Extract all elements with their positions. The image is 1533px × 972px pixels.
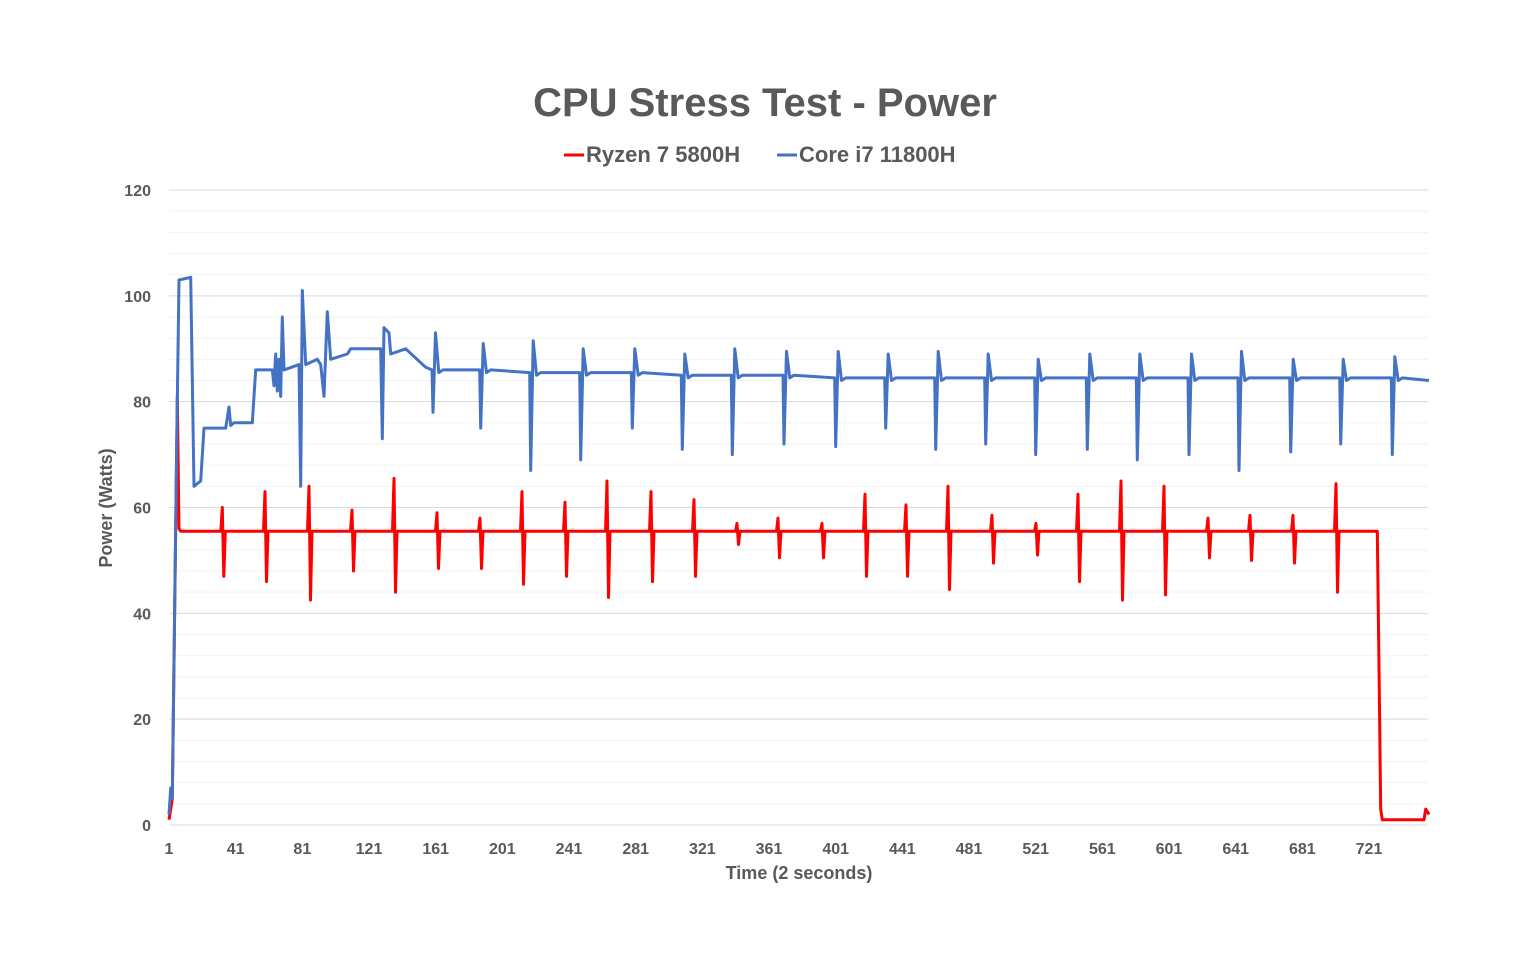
legend-label-ryzen: Ryzen 7 5800H	[586, 142, 740, 167]
x-tick-label: 441	[889, 841, 916, 858]
x-tick-label: 641	[1222, 841, 1249, 858]
y-tick-label: 120	[124, 183, 151, 200]
x-tick-label: 41	[227, 841, 245, 858]
legend: Ryzen 7 5800H Core i7 11800H	[564, 142, 956, 167]
legend-label-core-i7: Core i7 11800H	[799, 142, 956, 167]
x-tick-label: 241	[556, 841, 583, 858]
x-tick-label: 361	[756, 841, 783, 858]
y-tick-label: 20	[133, 712, 151, 729]
x-tick-label: 81	[293, 841, 311, 858]
series-line-core-i7-11800h	[167, 275, 1430, 815]
x-tick-label: 561	[1089, 841, 1116, 858]
x-tick-label: 201	[489, 841, 516, 858]
y-axis-ticks: 0 20 40 60 80 100 120	[124, 183, 151, 835]
x-tick-label: 281	[622, 841, 649, 858]
chart-title: CPU Stress Test - Power	[533, 81, 997, 125]
x-axis-label: Time (2 seconds)	[726, 863, 873, 883]
x-tick-label: 161	[422, 841, 449, 858]
x-tick-label: 1	[165, 841, 174, 858]
x-tick-label: 601	[1156, 841, 1183, 858]
x-tick-label: 721	[1356, 841, 1383, 858]
x-tick-label: 401	[822, 841, 849, 858]
x-axis-ticks: 1 41 81 121 161 201 241 281 321 361 401 441 481 521 56…	[165, 841, 1383, 858]
series-line-ryzen-7-5800h	[167, 394, 1431, 822]
y-tick-label: 80	[133, 395, 151, 412]
x-tick-label: 481	[956, 841, 983, 858]
y-tick-label: 0	[142, 818, 151, 835]
x-tick-label: 321	[689, 841, 716, 858]
y-tick-label: 40	[133, 606, 151, 623]
gridlines	[169, 189, 1428, 826]
y-tick-label: 100	[124, 289, 151, 306]
y-tick-label: 60	[133, 501, 151, 518]
x-tick-label: 121	[356, 841, 383, 858]
x-tick-label: 681	[1289, 841, 1316, 858]
x-tick-label: 521	[1022, 841, 1049, 858]
series-lines	[167, 275, 1431, 822]
y-axis-label: Power (Watts)	[96, 448, 116, 567]
